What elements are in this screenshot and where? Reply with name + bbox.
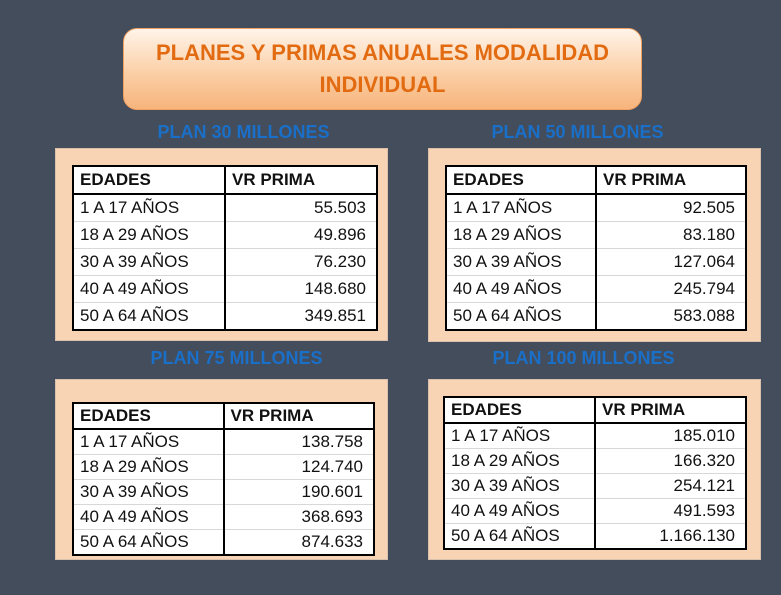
age-range: 18 A 29 AÑOS xyxy=(444,448,595,474)
premium-value: 83.180 xyxy=(595,221,746,249)
premium-value: 1.166.130 xyxy=(594,523,746,550)
table-header: EDADES VR PRIMA xyxy=(446,166,746,195)
table-row: 30 A 39 AÑOS 76.230 xyxy=(73,248,377,276)
age-range: 30 A 39 AÑOS xyxy=(446,248,596,276)
premium-value: 49.896 xyxy=(224,221,377,249)
plan-title: PLAN 30 MILLONES xyxy=(157,122,330,142)
age-range: 40 A 49 AÑOS xyxy=(73,275,225,303)
table-row: 50 A 64 AÑOS 583.088 xyxy=(446,302,746,331)
premium-table: EDADES VR PRIMA 1 A 17 AÑOS 92.505 18 A 29 A… xyxy=(445,165,747,331)
age-range: 18 A 29 AÑOS xyxy=(73,221,225,249)
age-range: 50 A 64 AÑOS xyxy=(446,302,596,331)
age-range: 30 A 39 AÑOS xyxy=(444,473,595,499)
table-row: 18 A 29 AÑOS 83.180 xyxy=(446,221,746,249)
premium-value: 55.503 xyxy=(224,194,377,222)
table-row: 50 A 64 AÑOS 1.166.130 xyxy=(444,523,746,550)
column-header: VR PRIMA xyxy=(222,403,374,430)
age-range: 50 A 64 AÑOS xyxy=(444,523,595,550)
page-title: PLANES Y PRIMAS ANUALES MODALIDAD INDIVI… xyxy=(123,28,642,110)
table-row: 18 A 29 AÑOS 49.896 xyxy=(73,221,377,249)
premium-value: 92.505 xyxy=(595,194,746,222)
premium-table: EDADES VR PRIMA 1 A 17 AÑOS 55.503 18 A 29 A… xyxy=(72,165,378,331)
premium-value: 874.633 xyxy=(222,529,374,556)
premium-value: 190.601 xyxy=(222,479,374,505)
age-range: 40 A 49 AÑOS xyxy=(446,275,596,303)
age-range: 30 A 39 AÑOS xyxy=(73,248,225,276)
age-range: 30 A 39 AÑOS xyxy=(73,479,224,505)
premium-value: 583.088 xyxy=(595,302,746,331)
premium-value: 349.851 xyxy=(224,302,377,331)
column-header: EDADES xyxy=(444,397,595,424)
table-header: EDADES VR PRIMA xyxy=(73,166,377,195)
premium-value: 124.740 xyxy=(222,454,374,480)
plan-title: PLAN 50 MILLONES xyxy=(491,122,664,142)
premium-value: 138.758 xyxy=(222,429,374,455)
table-row: 40 A 49 AÑOS 368.693 xyxy=(73,504,374,530)
column-header: EDADES xyxy=(73,166,225,195)
column-header: VR PRIMA xyxy=(594,397,746,424)
table-row: 18 A 29 AÑOS 166.320 xyxy=(444,448,746,474)
table-row: 1 A 17 AÑOS 138.758 xyxy=(73,429,374,455)
premium-value: 148.680 xyxy=(224,275,377,303)
age-range: 1 A 17 AÑOS xyxy=(444,423,595,449)
table-row: 18 A 29 AÑOS 124.740 xyxy=(73,454,374,480)
table-row: 1 A 17 AÑOS 55.503 xyxy=(73,194,377,222)
premium-value: 166.320 xyxy=(594,448,746,474)
age-range: 50 A 64 AÑOS xyxy=(73,302,225,331)
age-range: 50 A 64 AÑOS xyxy=(73,529,224,556)
plan-title: PLAN 75 MILLONES xyxy=(150,348,323,368)
column-header: VR PRIMA xyxy=(224,166,377,195)
premium-value: 254.121 xyxy=(594,473,746,499)
table-row: 40 A 49 AÑOS 491.593 xyxy=(444,498,746,524)
premium-value: 127.064 xyxy=(595,248,746,276)
age-range: 1 A 17 AÑOS xyxy=(73,429,224,455)
age-range: 18 A 29 AÑOS xyxy=(73,454,224,480)
age-range: 40 A 49 AÑOS xyxy=(73,504,224,530)
table-row: 40 A 49 AÑOS 245.794 xyxy=(446,275,746,303)
column-header: EDADES xyxy=(73,403,224,430)
age-range: 40 A 49 AÑOS xyxy=(444,498,595,524)
premium-table: EDADES VR PRIMA 1 A 17 AÑOS 138.758 18 A 29 … xyxy=(72,402,375,556)
premium-value: 76.230 xyxy=(224,248,377,276)
column-header: EDADES xyxy=(446,166,596,195)
table-row: 50 A 64 AÑOS 349.851 xyxy=(73,302,377,331)
table-row: 1 A 17 AÑOS 92.505 xyxy=(446,194,746,222)
age-range: 18 A 29 AÑOS xyxy=(446,221,596,249)
table-header: EDADES VR PRIMA xyxy=(73,403,374,430)
table-row: 40 A 49 AÑOS 148.680 xyxy=(73,275,377,303)
table-row: 30 A 39 AÑOS 254.121 xyxy=(444,473,746,499)
age-range: 1 A 17 AÑOS xyxy=(446,194,596,222)
table-row: 30 A 39 AÑOS 190.601 xyxy=(73,479,374,505)
column-header: VR PRIMA xyxy=(595,166,746,195)
premium-value: 491.593 xyxy=(594,498,746,524)
table-header: EDADES VR PRIMA xyxy=(444,397,746,424)
table-row: 50 A 64 AÑOS 874.633 xyxy=(73,529,374,556)
premium-value: 368.693 xyxy=(222,504,374,530)
premium-value: 185.010 xyxy=(594,423,746,449)
premium-table: EDADES VR PRIMA 1 A 17 AÑOS 185.010 18 A 29 … xyxy=(443,396,747,550)
plan-title: PLAN 100 MILLONES xyxy=(492,348,675,368)
premium-value: 245.794 xyxy=(595,275,746,303)
table-row: 30 A 39 AÑOS 127.064 xyxy=(446,248,746,276)
table-row: 1 A 17 AÑOS 185.010 xyxy=(444,423,746,449)
age-range: 1 A 17 AÑOS xyxy=(73,194,225,222)
